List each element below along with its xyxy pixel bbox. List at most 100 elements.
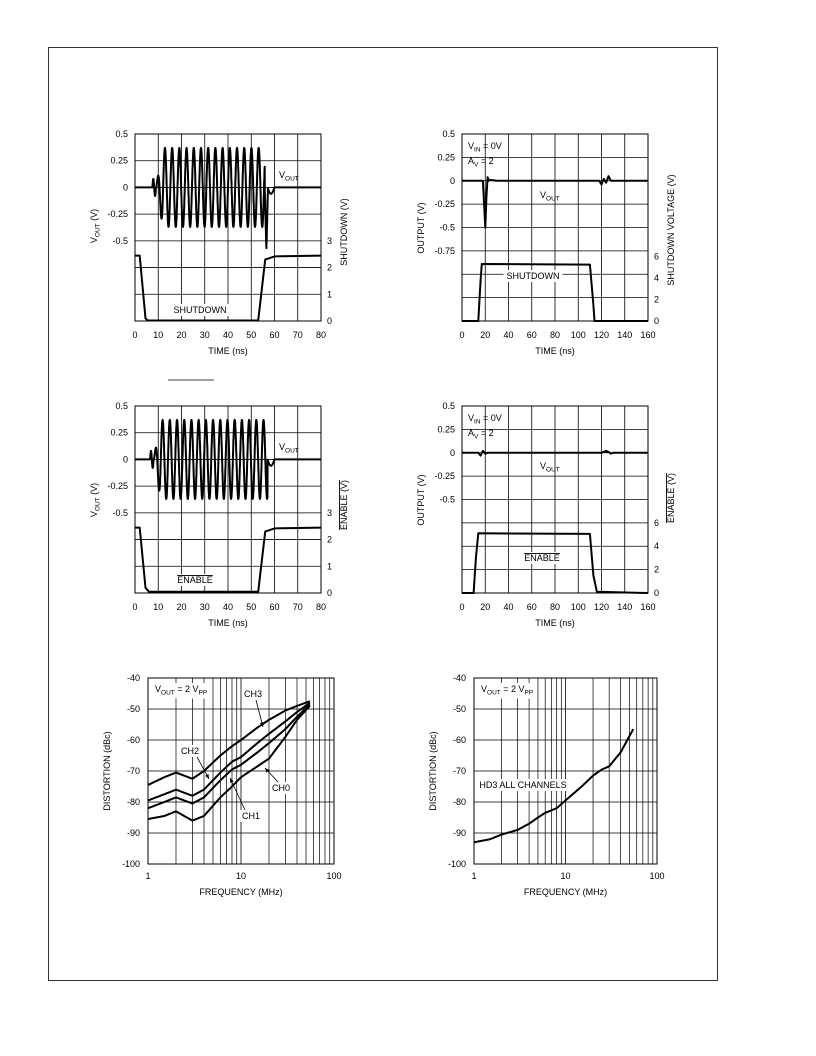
series-ch1 bbox=[147, 703, 311, 810]
y-tick-label-left: 0.25 bbox=[110, 156, 128, 166]
enable-trace-label: ENABLE bbox=[177, 575, 213, 585]
y-tick-label: -100 bbox=[448, 859, 466, 869]
x-tick-label: 120 bbox=[594, 602, 609, 612]
x-axis-label: TIME (ns) bbox=[535, 618, 575, 628]
label-backdrop bbox=[174, 574, 216, 586]
x-tick-label: 100 bbox=[326, 871, 341, 881]
y-tick-label: -50 bbox=[453, 704, 466, 714]
x-tick-label: 80 bbox=[550, 330, 560, 340]
y-tick-label: -40 bbox=[453, 673, 466, 683]
x-tick-label: 120 bbox=[594, 330, 609, 340]
x-tick-label: 160 bbox=[640, 602, 655, 612]
y-tick-label-right: 0 bbox=[654, 588, 659, 598]
x-axis-label: TIME (ns) bbox=[208, 346, 248, 356]
y-tick-label-right: 0 bbox=[327, 316, 332, 326]
y-axis-label-left: OUTPUT (V) bbox=[416, 474, 426, 525]
shutdown-trace bbox=[462, 263, 648, 322]
annotation-vout: VOUT​ = 2 VPP​ bbox=[481, 684, 533, 697]
y-tick-label-left: -0.5 bbox=[112, 236, 128, 246]
y-tick-label-left: -0.5 bbox=[439, 495, 455, 505]
y-tick-label-right: 1 bbox=[327, 289, 332, 299]
x-tick-label: 70 bbox=[293, 602, 303, 612]
enable-trace bbox=[135, 526, 322, 593]
chart-shutdown-voltage: 0 20 40 60 80 100 120 140 1600.50.250-0.25-0.5-0… bbox=[416, 129, 676, 356]
vout-trace bbox=[134, 146, 322, 250]
y-tick-label-left: -0.25 bbox=[107, 209, 128, 219]
x-tick-label: 20 bbox=[480, 602, 490, 612]
chart-shutdown-response: 0 10 20 30 40 50 60 70 800.50.250-0.25-0.5 3210TI… bbox=[89, 129, 349, 356]
x-tick-label: 0 bbox=[459, 330, 464, 340]
y-axis-label: DISTORTION (dBc) bbox=[102, 731, 112, 810]
label-backdrop bbox=[503, 270, 563, 282]
y-tick-label-left: 0.25 bbox=[437, 152, 455, 162]
vout-trace-label: VOUT​ bbox=[279, 170, 299, 183]
x-tick-label: 10 bbox=[560, 871, 570, 881]
y-tick-label-left: 0.5 bbox=[115, 401, 128, 411]
callout-line bbox=[229, 777, 246, 811]
annotation-av: AV​ = 2 bbox=[468, 156, 494, 169]
x-tick-label: 80 bbox=[550, 602, 560, 612]
y-tick-label-left: 0 bbox=[450, 448, 455, 458]
page-frame bbox=[48, 47, 718, 981]
series-ch0 bbox=[147, 705, 311, 822]
x-axis-label: TIME (ns) bbox=[535, 346, 575, 356]
series-ch3 bbox=[147, 700, 311, 786]
series-hd3-all-channels bbox=[473, 728, 635, 844]
y-tick-label: -50 bbox=[127, 704, 140, 714]
x-tick-label: 20 bbox=[176, 330, 186, 340]
x-tick-label: 40 bbox=[223, 330, 233, 340]
y-axis-label-left: VOUT​ (V) bbox=[89, 483, 102, 517]
y-tick-label-left: 0.5 bbox=[115, 129, 128, 139]
shutdown-trace bbox=[135, 254, 322, 322]
y-tick-label-left: 0.5 bbox=[442, 401, 455, 411]
y-tick-label-right: 3 bbox=[327, 508, 332, 518]
callout-arrowhead bbox=[265, 768, 270, 773]
label-backdrop bbox=[241, 688, 265, 700]
label-backdrop bbox=[178, 745, 202, 757]
y-tick-label-right: 2 bbox=[654, 295, 659, 305]
y-tick-label-left: 0.25 bbox=[437, 424, 455, 434]
x-tick-label: 10 bbox=[153, 330, 163, 340]
y-tick-label-right: 2 bbox=[654, 565, 659, 575]
y-axis-label-left: VOUT​ (V) bbox=[89, 209, 102, 243]
x-tick-label: 40 bbox=[223, 602, 233, 612]
enable-trace bbox=[462, 532, 649, 594]
callout-line bbox=[255, 699, 264, 728]
y-tick-label: -70 bbox=[453, 766, 466, 776]
y-tick-label-left: -0.5 bbox=[112, 508, 128, 518]
label-backdrop bbox=[478, 683, 537, 699]
label-backdrop bbox=[477, 779, 569, 791]
y-tick-label-right: 6 bbox=[654, 518, 659, 528]
series-ch2 bbox=[147, 701, 311, 802]
x-tick-label: 100 bbox=[571, 330, 586, 340]
y-tick-label-right: 2 bbox=[327, 535, 332, 545]
label-backdrop bbox=[521, 552, 563, 564]
y-tick-label-left: -0.25 bbox=[434, 471, 455, 481]
x-tick-label: 40 bbox=[503, 330, 513, 340]
annotation-vin: VIN​ = 0V bbox=[468, 141, 502, 154]
x-tick-label: 10 bbox=[153, 602, 163, 612]
y-axis-label-right: ENABLE (V) bbox=[666, 473, 676, 523]
callout-arrowhead bbox=[230, 778, 234, 783]
label-backdrop bbox=[152, 683, 211, 699]
x-tick-label: 0 bbox=[132, 330, 137, 340]
y-tick-label: -60 bbox=[127, 735, 140, 745]
series-label-ch0: CH0 bbox=[272, 783, 290, 793]
x-axis-label: FREQUENCY (MHz) bbox=[524, 887, 607, 897]
y-tick-label-right: 3 bbox=[327, 236, 332, 246]
x-tick-label: 0 bbox=[132, 602, 137, 612]
series-label-hd3: HD3 ALL CHANNELS bbox=[479, 780, 566, 790]
x-tick-label: 30 bbox=[200, 602, 210, 612]
x-axis-label: TIME (ns) bbox=[208, 618, 248, 628]
x-tick-label: 1 bbox=[145, 871, 150, 881]
x-tick-label: 1 bbox=[471, 871, 476, 881]
x-tick-label: 80 bbox=[316, 330, 326, 340]
vout-trace-label: VOUT​ bbox=[540, 461, 560, 474]
y-axis-label: DISTORTION (dBc) bbox=[428, 731, 438, 810]
y-tick-label-right: 0 bbox=[327, 588, 332, 598]
y-tick-label: -80 bbox=[127, 797, 140, 807]
x-tick-label: 60 bbox=[527, 330, 537, 340]
y-tick-label-right: 2 bbox=[327, 263, 332, 273]
series-label-ch3: CH3 bbox=[244, 689, 262, 699]
